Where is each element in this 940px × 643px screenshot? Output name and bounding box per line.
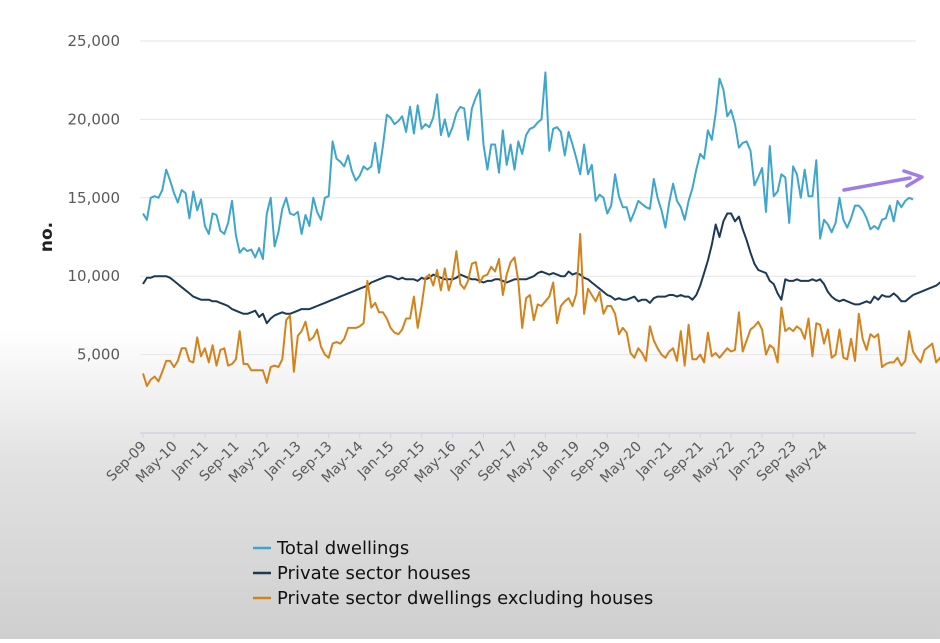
series-lines [142, 71, 940, 387]
y-tick-label: 20,000 [68, 110, 121, 128]
y-tick-label: 25,000 [68, 32, 121, 50]
gridlines [140, 40, 916, 356]
y-tick-label: 5,000 [77, 346, 120, 364]
y-axis-ticks: 5,000 10,000 15,000 20,000 25,000 [68, 32, 121, 364]
trend-arrow [842, 169, 924, 192]
legend-label: Total dwellings [276, 538, 409, 559]
legend-label: Private sector houses [277, 563, 471, 584]
legend: Total dwellings Private sector houses Priv… [253, 538, 653, 609]
y-tick-label: 15,000 [68, 189, 121, 207]
trend-arrow-shaft [842, 176, 912, 192]
series-line-2 [142, 232, 940, 387]
series-line-0 [142, 71, 914, 260]
x-axis-ticks: Sep-09May-10Jan-11Sep-11May-12Jan-13Sep-… [104, 433, 831, 486]
legend-label: Private sector dwellings excluding house… [277, 588, 653, 609]
series-line-1 [142, 212, 940, 325]
y-axis-label: no. [37, 222, 57, 252]
y-tick-label: 10,000 [68, 267, 121, 285]
trend-arrow-head [902, 169, 924, 188]
